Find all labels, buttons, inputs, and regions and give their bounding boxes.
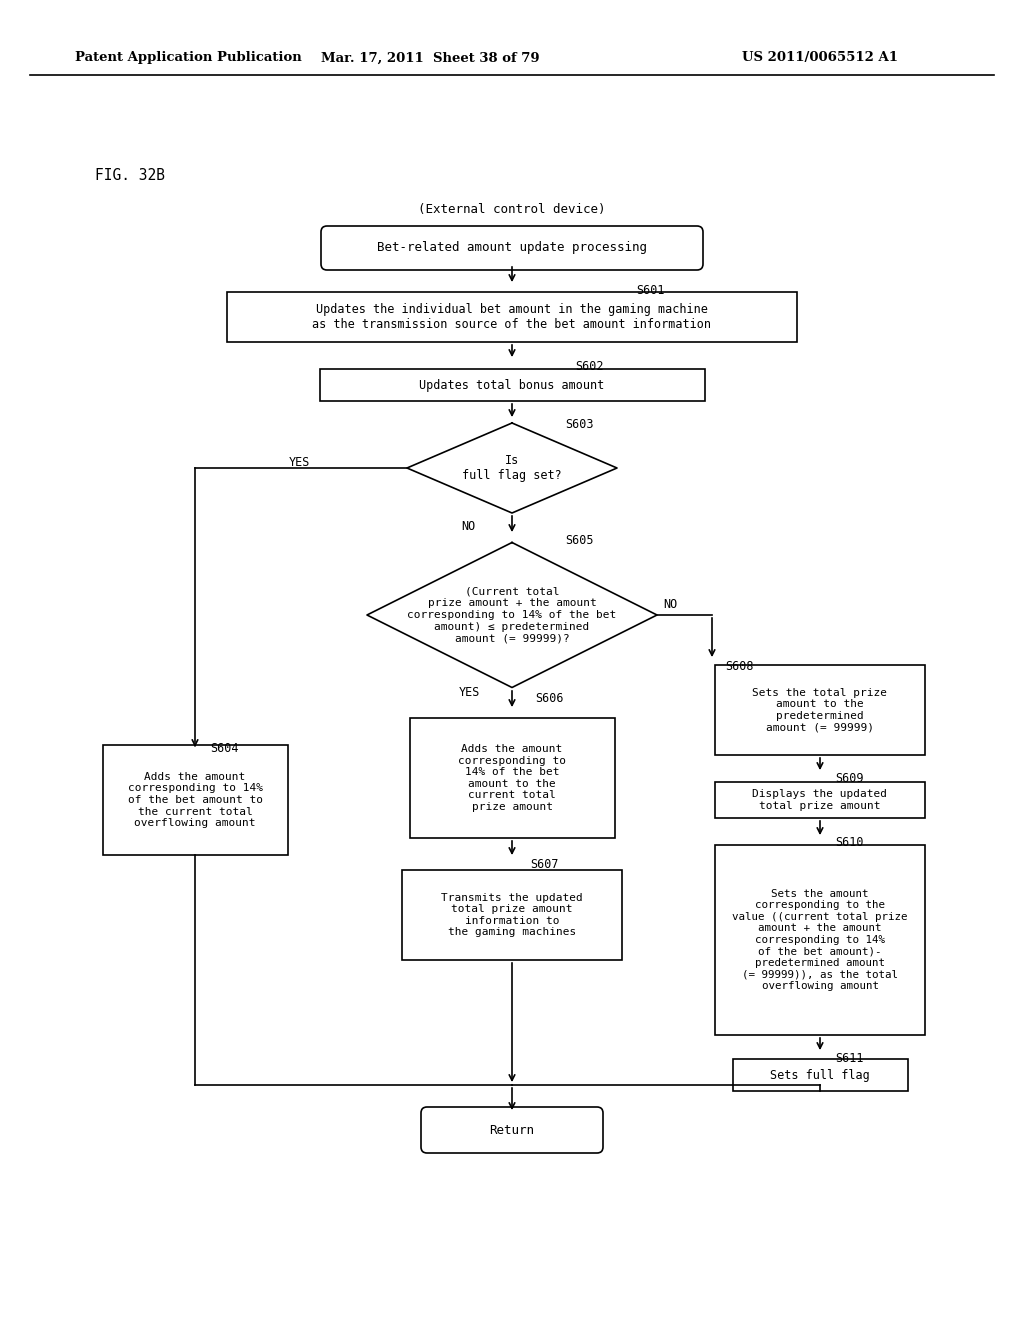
Text: NO: NO [663, 598, 677, 611]
Text: YES: YES [459, 686, 480, 700]
Text: (Current total
prize amount + the amount
corresponding to 14% of the bet
amount): (Current total prize amount + the amount… [408, 587, 616, 643]
Text: S607: S607 [530, 858, 558, 870]
Bar [319, 370, 705, 401]
Text: Sets full flag: Sets full flag [770, 1068, 869, 1081]
Text: Bet-related amount update processing: Bet-related amount update processing [377, 242, 647, 255]
Text: S609: S609 [835, 771, 863, 784]
Text: FIG. 32B: FIG. 32B [95, 168, 165, 182]
FancyBboxPatch shape [421, 1107, 603, 1152]
Text: Transmits the updated
total prize amount
information to
the gaming machines: Transmits the updated total prize amount… [441, 892, 583, 937]
Text: Return: Return [489, 1123, 535, 1137]
Bar [227, 292, 797, 342]
Bar [410, 718, 614, 838]
Polygon shape [407, 422, 617, 513]
Bar [715, 781, 925, 818]
Text: NO: NO [461, 520, 475, 532]
Bar [102, 744, 288, 855]
Text: Displays the updated
total prize amount: Displays the updated total prize amount [753, 789, 888, 810]
Text: S602: S602 [575, 359, 603, 372]
Text: Sets the amount
corresponding to the
value ((current total prize
amount + the am: Sets the amount corresponding to the val… [732, 888, 907, 991]
Polygon shape [367, 543, 657, 688]
Text: S604: S604 [210, 742, 239, 755]
Bar [715, 845, 925, 1035]
Bar [715, 665, 925, 755]
Text: US 2011/0065512 A1: US 2011/0065512 A1 [742, 51, 898, 65]
Text: (External control device): (External control device) [418, 203, 606, 216]
Bar [402, 870, 622, 960]
Text: Adds the amount
corresponding to
14% of the bet
amount to the
current total
priz: Adds the amount corresponding to 14% of … [458, 744, 566, 812]
Text: S606: S606 [535, 692, 563, 705]
FancyBboxPatch shape [321, 226, 703, 271]
Text: Sets the total prize
amount to the
predetermined
amount (= 99999): Sets the total prize amount to the prede… [753, 688, 888, 733]
Text: Adds the amount
corresponding to 14%
of the bet amount to
the current total
over: Adds the amount corresponding to 14% of … [128, 772, 262, 828]
Text: S608: S608 [725, 660, 754, 672]
Text: S611: S611 [835, 1052, 863, 1064]
Text: Mar. 17, 2011  Sheet 38 of 79: Mar. 17, 2011 Sheet 38 of 79 [321, 51, 540, 65]
Bar [732, 1059, 907, 1092]
Text: Updates the individual bet amount in the gaming machine
as the transmission sour: Updates the individual bet amount in the… [312, 304, 712, 331]
Text: S601: S601 [636, 284, 665, 297]
Text: Patent Application Publication: Patent Application Publication [75, 51, 302, 65]
Text: S603: S603 [565, 418, 594, 432]
Text: Updates total bonus amount: Updates total bonus amount [420, 379, 604, 392]
Text: S610: S610 [835, 837, 863, 850]
Text: YES: YES [289, 457, 310, 470]
Text: Is
full flag set?: Is full flag set? [462, 454, 562, 482]
Text: S605: S605 [565, 535, 594, 548]
